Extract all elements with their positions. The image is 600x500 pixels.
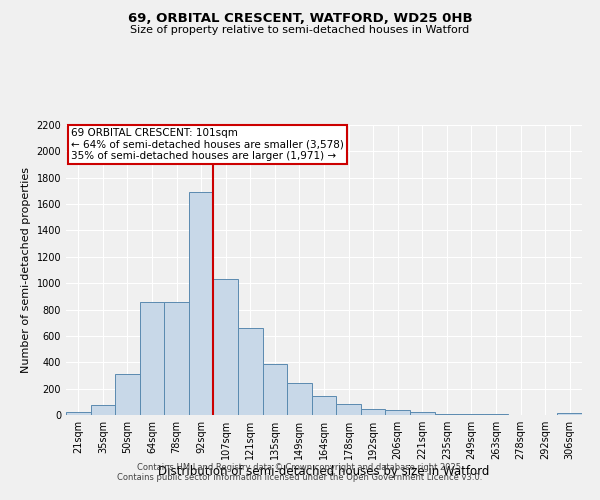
Bar bbox=[287, 382, 312, 415]
X-axis label: Distribution of semi-detached houses by size in Watford: Distribution of semi-detached houses by … bbox=[158, 465, 490, 478]
Bar bbox=[484, 414, 508, 415]
Bar bbox=[361, 409, 385, 415]
Text: Size of property relative to semi-detached houses in Watford: Size of property relative to semi-detach… bbox=[130, 25, 470, 35]
Bar bbox=[164, 302, 189, 415]
Bar bbox=[336, 404, 361, 415]
Bar bbox=[189, 192, 214, 415]
Bar bbox=[214, 279, 238, 415]
Bar bbox=[66, 412, 91, 415]
Bar bbox=[459, 414, 484, 415]
Text: 69 ORBITAL CRESCENT: 101sqm
← 64% of semi-detached houses are smaller (3,578)
35: 69 ORBITAL CRESCENT: 101sqm ← 64% of sem… bbox=[71, 128, 344, 161]
Bar bbox=[385, 410, 410, 415]
Y-axis label: Number of semi-detached properties: Number of semi-detached properties bbox=[21, 167, 31, 373]
Bar bbox=[91, 405, 115, 415]
Bar bbox=[140, 302, 164, 415]
Text: Contains HM Land Registry data © Crown copyright and database right 2025.
Contai: Contains HM Land Registry data © Crown c… bbox=[118, 463, 482, 482]
Bar bbox=[115, 374, 140, 415]
Bar bbox=[557, 413, 582, 415]
Text: 69, ORBITAL CRESCENT, WATFORD, WD25 0HB: 69, ORBITAL CRESCENT, WATFORD, WD25 0HB bbox=[128, 12, 472, 26]
Bar bbox=[434, 414, 459, 415]
Bar bbox=[238, 328, 263, 415]
Bar bbox=[410, 412, 434, 415]
Bar bbox=[312, 396, 336, 415]
Bar bbox=[263, 364, 287, 415]
